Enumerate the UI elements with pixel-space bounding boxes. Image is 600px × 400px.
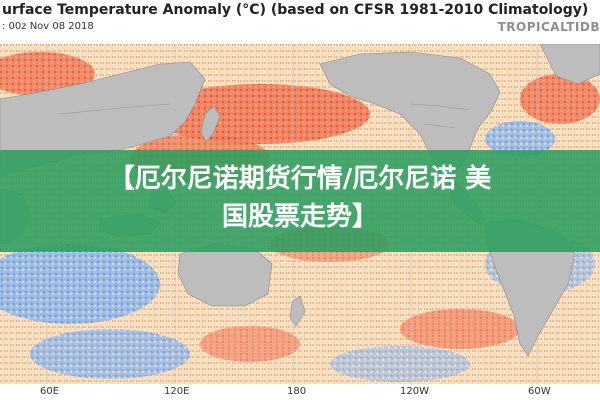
headline-banner: 【厄尔尼诺期货行情/厄尔尼诺 美 国股票走势】 <box>0 150 600 252</box>
tick-120w: 120W <box>400 386 429 397</box>
longitude-axis: 60E 120E 180 120W 60W <box>0 384 600 400</box>
map-date: : 00z Nov 08 2018 <box>2 21 94 32</box>
borders <box>59 103 471 129</box>
tick-60w: 60W <box>528 386 551 397</box>
tick-180: 180 <box>287 386 307 397</box>
tick-60e: 60E <box>40 386 60 397</box>
brand-watermark: TROPICALTIDB <box>497 20 600 34</box>
headline-line-1: 【厄尔尼诺期货行情/厄尔尼诺 美 <box>108 164 492 194</box>
map-header: urface Temperature Anomaly (°C) (based o… <box>0 0 600 44</box>
headline-line-2: 国股票走势】 <box>221 202 378 232</box>
tick-120e: 120E <box>164 386 190 397</box>
headline-text: 【厄尔尼诺期货行情/厄尔尼诺 美 国股票走势】 <box>0 160 600 236</box>
map-title: urface Temperature Anomaly (°C) (based o… <box>2 2 589 18</box>
